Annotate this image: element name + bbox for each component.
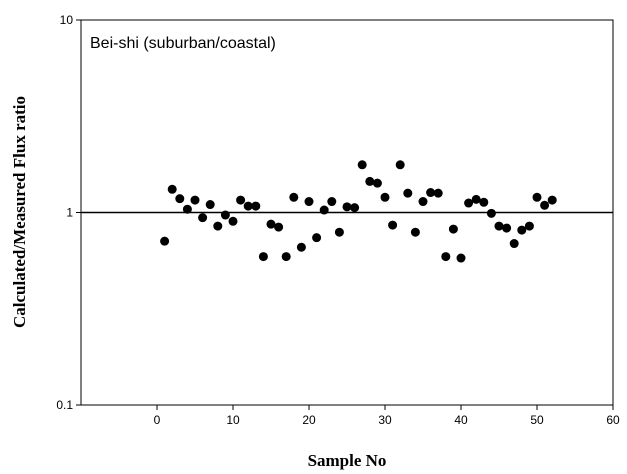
data-point	[334, 227, 344, 237]
data-point	[289, 192, 299, 202]
data-point	[213, 221, 223, 231]
x-tick-label: 10	[226, 413, 240, 427]
data-point	[175, 194, 185, 204]
data-point	[327, 197, 337, 207]
data-point	[426, 188, 436, 198]
data-points	[160, 160, 557, 263]
data-point	[433, 188, 443, 198]
data-point	[350, 203, 360, 213]
data-point	[456, 253, 466, 263]
data-point	[464, 198, 474, 208]
data-point	[509, 239, 519, 249]
data-point	[190, 195, 200, 205]
data-point	[410, 227, 420, 237]
data-point	[220, 210, 230, 220]
data-point	[365, 176, 375, 186]
x-tick-label: 30	[378, 413, 392, 427]
data-point	[160, 236, 170, 246]
data-point	[547, 195, 557, 205]
data-point	[319, 205, 329, 215]
data-point	[532, 192, 542, 202]
data-point	[540, 200, 550, 210]
data-point	[167, 184, 177, 194]
data-point	[342, 202, 352, 212]
data-point	[198, 213, 208, 223]
x-tick-label: 50	[530, 413, 544, 427]
y-tick-label: 0.1	[56, 398, 73, 412]
data-point	[517, 225, 527, 235]
data-point	[380, 192, 390, 202]
x-tick-label: 0	[154, 413, 161, 427]
data-point	[205, 200, 215, 210]
data-point	[251, 201, 261, 211]
data-point	[258, 252, 268, 262]
data-point	[524, 221, 534, 231]
data-point	[479, 197, 489, 207]
data-point	[304, 197, 314, 207]
data-point	[228, 216, 238, 226]
data-point	[418, 197, 428, 207]
y-tick-label: 1	[66, 206, 73, 220]
x-tick-label: 60	[606, 413, 620, 427]
x-axis-ticks: 0 10 20 30 40 50 60	[154, 405, 620, 427]
data-point	[243, 201, 253, 211]
data-point	[312, 233, 322, 243]
data-point	[502, 223, 512, 233]
data-point	[395, 160, 405, 170]
data-point	[486, 208, 496, 218]
data-point	[357, 160, 367, 170]
x-axis-title: Sample No	[308, 451, 387, 470]
data-point	[471, 194, 481, 204]
data-point	[266, 219, 276, 229]
annotation-label: Bei-shi (suburban/coastal)	[90, 35, 276, 52]
data-point	[372, 178, 382, 188]
data-point	[281, 252, 291, 262]
y-axis-ticks: 0.1 1 10	[56, 13, 81, 412]
x-tick-label: 20	[302, 413, 316, 427]
data-point	[236, 195, 246, 205]
data-point	[388, 220, 398, 230]
data-point	[182, 204, 192, 214]
data-point	[403, 188, 413, 198]
data-point	[296, 242, 306, 252]
data-point	[448, 224, 458, 234]
x-tick-label: 40	[454, 413, 468, 427]
data-point	[274, 222, 284, 232]
y-axis-title: Calculated/Measured Flux ratio	[10, 96, 29, 328]
data-point	[441, 252, 451, 262]
y-tick-label: 10	[60, 13, 74, 27]
data-point	[494, 221, 504, 231]
